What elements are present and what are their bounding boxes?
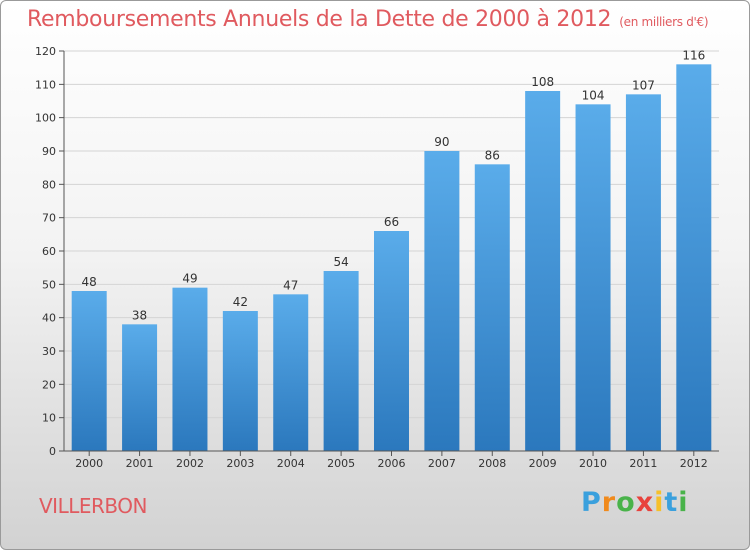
y-tick-label: 0 <box>49 445 56 458</box>
x-tick-label: 2005 <box>327 457 355 470</box>
logo-letter: o <box>616 487 636 518</box>
logo-letter: r <box>601 487 617 518</box>
y-tick-label: 20 <box>42 378 56 391</box>
x-tick-label: 2011 <box>629 457 657 470</box>
y-tick-label: 110 <box>35 78 56 91</box>
x-tick-label: 2000 <box>75 457 103 470</box>
bar-value-label: 54 <box>333 255 348 269</box>
bar-value-label: 116 <box>682 48 705 62</box>
bar-value-label: 47 <box>283 278 298 292</box>
bar-2000 <box>71 291 107 451</box>
bar-value-label: 86 <box>485 148 500 162</box>
y-tick-label: 80 <box>42 178 56 191</box>
bar-2010 <box>575 104 611 451</box>
x-tick-label: 2008 <box>478 457 506 470</box>
y-tick-label: 50 <box>42 278 56 291</box>
chart-unit-label: (en milliers d'€) <box>619 15 709 29</box>
bar-value-label: 38 <box>132 308 147 322</box>
x-tick-label: 2002 <box>176 457 204 470</box>
logo-letter: x <box>635 487 655 518</box>
logo-letter: t <box>664 487 679 518</box>
logo-letter: P <box>581 487 602 518</box>
bar-value-label: 66 <box>384 215 399 229</box>
chart-title-text: Remboursements Annuels de la Dette de 20… <box>27 7 612 32</box>
bar-value-label: 90 <box>434 135 449 149</box>
x-tick-label: 2006 <box>378 457 406 470</box>
bar-2005 <box>323 271 359 451</box>
x-tick-label: 2003 <box>226 457 254 470</box>
bar-2004 <box>273 294 309 451</box>
bar-value-label: 107 <box>632 78 655 92</box>
bars: 48 38 49 42 47 54 66 90 86 108 104 107 116 <box>71 48 712 452</box>
proxiti-logo: Proxiti <box>581 487 689 518</box>
bar-2006 <box>374 231 409 451</box>
x-tick-label: 2009 <box>529 457 557 470</box>
city-name: VILLERBON <box>39 494 147 518</box>
x-tick-label: 2004 <box>277 457 305 470</box>
bar-2011 <box>625 94 661 451</box>
y-tick-label: 70 <box>42 212 56 225</box>
x-tick-label: 2012 <box>680 457 708 470</box>
logo-letter: i <box>678 487 689 518</box>
bar-value-label: 42 <box>233 295 248 309</box>
chart-title: Remboursements Annuels de la Dette de 20… <box>27 7 709 32</box>
y-tick-label: 60 <box>42 245 56 258</box>
bar-2008 <box>474 164 510 452</box>
y-tick-label: 10 <box>42 412 56 425</box>
y-tick-label: 120 <box>35 45 56 58</box>
bar-value-label: 49 <box>182 272 197 286</box>
y-tick-label: 90 <box>42 145 56 158</box>
bar-2009 <box>525 91 561 451</box>
bar-value-label: 48 <box>82 275 97 289</box>
bar-2012 <box>676 64 712 452</box>
y-tick-label: 40 <box>42 312 56 325</box>
x-axis: 2000 2001 2002 2003 2004 2005 2006 2007 2008 2009… <box>64 450 719 470</box>
x-tick-label: 2001 <box>126 457 154 470</box>
logo-letter: i <box>654 487 665 518</box>
bar-2002 <box>172 287 208 451</box>
bar-2007 <box>424 151 460 451</box>
bar-value-label: 104 <box>582 88 605 102</box>
bar-2001 <box>122 324 158 451</box>
y-tick-label: 100 <box>35 112 56 125</box>
bar-2003 <box>222 311 258 451</box>
bar-value-label: 108 <box>531 75 554 89</box>
y-tick-label: 30 <box>42 345 56 358</box>
y-axis: 0 10 20 30 40 50 60 70 80 90 100 110 120 <box>35 45 65 458</box>
x-tick-label: 2007 <box>428 457 456 470</box>
x-tick-label: 2010 <box>579 457 607 470</box>
